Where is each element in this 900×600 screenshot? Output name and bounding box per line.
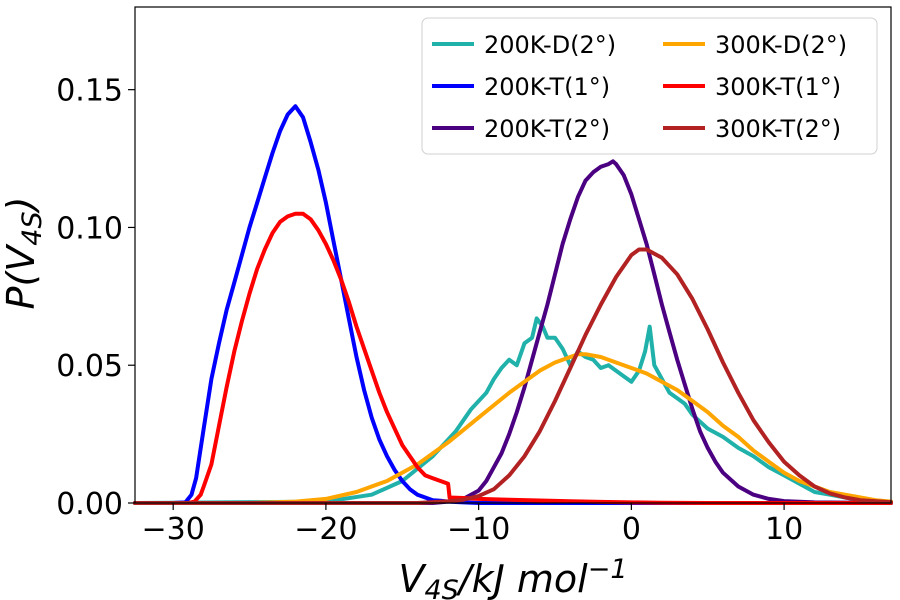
- x-axis-title: V4S/kJ mol−1: [398, 554, 627, 600]
- legend: 200K-D(2°) 200K-T(1°) 200K-T(2°) 300K-D(2°)…: [421, 17, 878, 155]
- tick-layer: −30 −20 −10 0 10 0.00 0.05 0.10 0.15: [56, 74, 803, 547]
- series-line-4: [133, 352, 893, 505]
- x-tick-label: −10: [447, 512, 510, 547]
- y-axis-title: P(V4S): [0, 197, 48, 310]
- x-tick-label: −20: [294, 512, 357, 547]
- x-tick-label: −30: [142, 512, 205, 547]
- series-line-5: [133, 211, 893, 505]
- y-tick-label: 0.10: [56, 211, 123, 246]
- x-tick-label: 0: [622, 512, 641, 547]
- y-tick-label: 0.00: [56, 487, 123, 522]
- legend-label-6: 300K-T(2°): [715, 115, 841, 143]
- legend-label-2: 200K-T(1°): [484, 73, 610, 101]
- legend-label-3: 200K-T(2°): [484, 115, 610, 143]
- legend-items: 200K-D(2°) 200K-T(1°) 200K-T(2°) 300K-D(2°)…: [432, 31, 847, 143]
- legend-box: [421, 17, 878, 155]
- series-line-3: [133, 159, 893, 505]
- x-tick-label: 10: [765, 512, 803, 547]
- plot-frame: [134, 6, 892, 504]
- y-tick-label: 0.15: [56, 74, 123, 109]
- legend-label-1: 200K-D(2°): [484, 31, 616, 59]
- legend-label-5: 300K-T(1°): [715, 73, 841, 101]
- legend-label-4: 300K-D(2°): [715, 31, 847, 59]
- series-line-2: [133, 104, 893, 505]
- series-layer: [133, 104, 893, 505]
- series-line-6: [133, 247, 893, 505]
- series-line-1: [133, 316, 893, 505]
- y-tick-label: 0.05: [56, 349, 123, 384]
